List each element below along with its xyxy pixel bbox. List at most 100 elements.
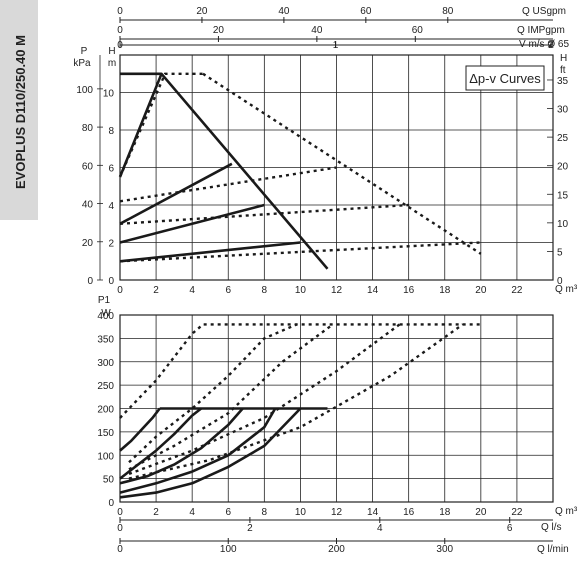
power-x-tick-label: 14 xyxy=(367,507,379,518)
usgpm-axis-label: Q USgpm xyxy=(522,6,566,17)
head-y-tick-label: 4 xyxy=(108,201,114,212)
head-kpa-label: kPa xyxy=(73,58,91,69)
ls-tick-label: 6 xyxy=(507,523,513,534)
ft-tick-label: 30 xyxy=(557,105,569,116)
velocity-tick-label: 0 xyxy=(117,40,123,51)
power-x-tick-label: 20 xyxy=(475,507,487,518)
power-y-tick-label: 350 xyxy=(97,334,114,345)
head-x-tick-label: 12 xyxy=(331,285,343,296)
head-chart-series xyxy=(118,72,482,270)
ft-tick-label: 35 xyxy=(557,76,569,87)
power-w-label: W xyxy=(101,308,111,319)
velocity-axis-label: V m/s Ø 65 xyxy=(519,39,569,50)
bottom-flow-axes: 0 2 4 6 Q l/s 0 100 200 300 Q l/min xyxy=(117,517,569,555)
head-chart-grid xyxy=(97,54,554,281)
head-x-tick-label: 2 xyxy=(153,285,159,296)
kpa-tick-label: 0 xyxy=(87,276,93,287)
usgpm-tick-label: 0 xyxy=(117,6,123,17)
side-label-background xyxy=(0,0,38,220)
impgpm-tick-label: 40 xyxy=(311,25,323,36)
power-y-tick-label: 100 xyxy=(97,451,114,462)
side-label-group: EVOPLUS D110/250.40 M xyxy=(13,35,28,189)
head-right-ft-label: ft xyxy=(560,65,566,76)
kpa-tick-label: 60 xyxy=(82,161,94,172)
lmin-tick-label: 200 xyxy=(328,544,345,555)
ft-tick-label: 10 xyxy=(557,219,569,230)
head-x-tick-label: 10 xyxy=(295,285,307,296)
power-curve-2 xyxy=(119,407,161,452)
head-curve-10 xyxy=(119,241,481,263)
legend-label: Δp-v Curves xyxy=(469,71,541,86)
impgpm-tick-label: 20 xyxy=(213,25,225,36)
head-y-tick-label: 10 xyxy=(103,89,115,100)
lmin-tick-label: 300 xyxy=(436,544,453,555)
power-y-tick-label: 300 xyxy=(97,358,114,369)
power-y-tick-label: 250 xyxy=(97,381,114,392)
lmin-tick-label: 0 xyxy=(117,544,123,555)
head-y-tick-label: 8 xyxy=(108,126,114,137)
head-right-h-label: H xyxy=(560,53,567,64)
head-x-tick-label: 8 xyxy=(262,285,268,296)
power-x-tick-label: 2 xyxy=(153,507,159,518)
head-x-tick-label: 18 xyxy=(439,285,451,296)
power-chart-labels: 0 2 4 6 8 10 12 14 16 18 20 22 0 50 100 150 200 250 300 350… xyxy=(97,295,577,518)
power-x-tick-label: 4 xyxy=(189,507,195,518)
impgpm-tick-label: 60 xyxy=(412,25,424,36)
head-x-axis-label: Q m³/h xyxy=(555,284,577,295)
power-p1-label: P1 xyxy=(98,295,111,306)
power-x-tick-label: 18 xyxy=(439,507,451,518)
head-p-label: P xyxy=(81,46,88,57)
head-x-tick-label: 6 xyxy=(225,285,231,296)
velocity-tick-label: 2 xyxy=(548,40,554,51)
kpa-tick-label: 20 xyxy=(82,238,94,249)
ft-tick-label: 0 xyxy=(557,276,563,287)
usgpm-tick-label: 80 xyxy=(442,6,454,17)
head-y-tick-label: 6 xyxy=(108,164,114,175)
head-x-tick-label: 0 xyxy=(117,285,123,296)
head-chart-labels: 0 2 4 6 8 10 12 14 16 18 20 22024681002040608010005… xyxy=(73,46,577,296)
power-curve-6 xyxy=(119,407,302,499)
kpa-tick-label: 100 xyxy=(76,85,93,96)
ft-tick-label: 5 xyxy=(557,247,563,258)
power-x-axis-label: Q m³/h xyxy=(555,506,577,517)
head-m-label: m xyxy=(108,58,116,69)
head-curve-5 xyxy=(119,241,301,263)
head-x-tick-label: 14 xyxy=(367,285,379,296)
head-curve-3 xyxy=(119,162,233,225)
ft-tick-label: 20 xyxy=(557,162,569,173)
lmin-axis-label: Q l/min xyxy=(537,544,569,555)
head-x-tick-label: 16 xyxy=(403,285,415,296)
power-x-tick-label: 22 xyxy=(511,507,523,518)
head-x-tick-label: 20 xyxy=(475,285,487,296)
power-curve-10 xyxy=(128,323,401,476)
model-label: EVOPLUS D110/250.40 M xyxy=(13,35,28,189)
usgpm-tick-label: 60 xyxy=(360,6,372,17)
power-y-tick-label: 200 xyxy=(97,405,114,416)
power-x-tick-label: 8 xyxy=(262,507,268,518)
head-curve-2 xyxy=(118,72,329,270)
velocity-tick-label: 1 xyxy=(333,40,339,51)
head-x-tick-label: 22 xyxy=(511,285,523,296)
ft-tick-label: 15 xyxy=(557,190,569,201)
power-y-tick-label: 50 xyxy=(103,475,115,486)
head-y-tick-label: 0 xyxy=(108,276,114,287)
impgpm-axis-label: Q IMPgpm xyxy=(517,25,565,36)
head-curve-8 xyxy=(119,166,337,203)
usgpm-tick-label: 40 xyxy=(278,6,290,17)
usgpm-tick-label: 20 xyxy=(196,6,208,17)
power-chart-series xyxy=(119,323,481,499)
power-curve-9 xyxy=(128,323,334,471)
power-y-tick-label: 0 xyxy=(108,498,114,509)
power-y-tick-label: 150 xyxy=(97,428,114,439)
ls-tick-label: 2 xyxy=(247,523,253,534)
power-curve-4 xyxy=(119,407,244,485)
power-x-tick-label: 12 xyxy=(331,507,343,518)
head-x-tick-label: 4 xyxy=(189,285,195,296)
power-x-tick-label: 10 xyxy=(295,507,307,518)
ls-tick-label: 4 xyxy=(377,523,383,534)
power-curve-8 xyxy=(128,323,298,464)
power-y-tick-label: 400 xyxy=(97,311,114,322)
power-x-tick-label: 0 xyxy=(117,507,123,518)
power-x-tick-label: 6 xyxy=(225,507,231,518)
